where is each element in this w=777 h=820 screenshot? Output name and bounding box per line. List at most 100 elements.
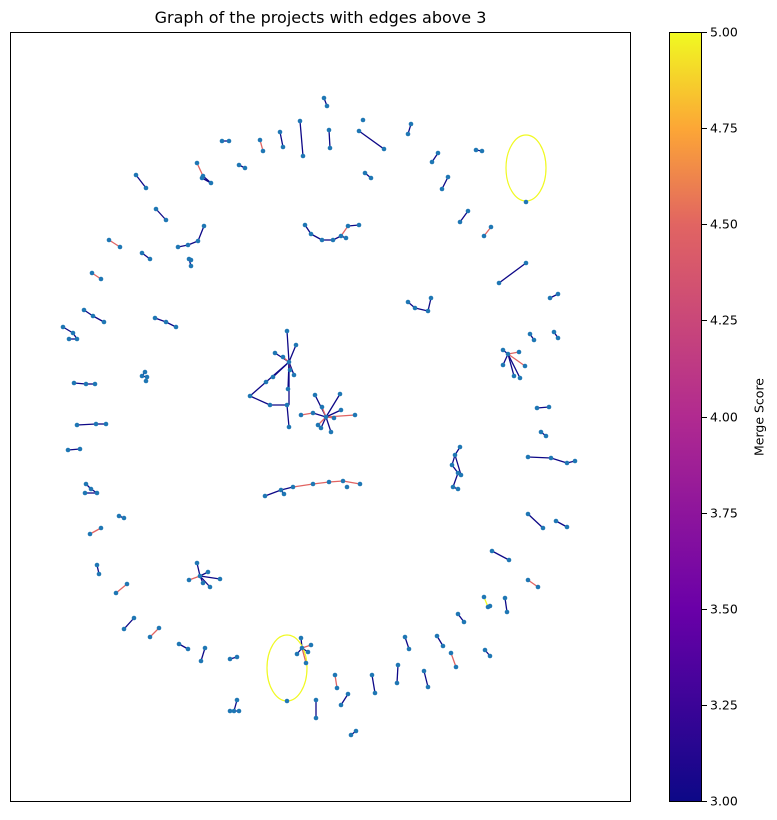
graph-edge [325,416,332,433]
graph-edge [342,480,361,485]
graph-edge [312,481,330,485]
graph-node [226,138,232,144]
graph-node [280,144,286,150]
graph-node [481,233,487,239]
graph-node [263,379,269,385]
graph-node [208,180,214,186]
graph-node [506,557,512,563]
graph-node [381,146,387,152]
graph-node [327,145,333,151]
graph-node [242,165,248,171]
graph-node [277,129,283,135]
graph-node [313,715,319,721]
graph-node [525,577,531,583]
graph-node [236,162,242,168]
graph-node [319,237,325,243]
graph-node [511,373,517,379]
graph-node [344,484,350,490]
graph-node [60,324,66,330]
graph-edge [507,353,515,377]
colorbar-tick-label: 4.75 [710,120,738,136]
graph-node [356,128,362,134]
graph-node [201,223,207,229]
graph-node [96,571,102,577]
graph-node [66,336,72,342]
colorbar-tick-label: 3.25 [710,697,738,713]
graph-edge [452,472,459,488]
graph-node [199,175,205,181]
graph-node [505,351,511,357]
graph-node [473,147,479,153]
graph-node [227,708,233,714]
graph-node [121,515,127,521]
graph-node [428,295,434,301]
graph-node [425,308,431,314]
graph-node [345,223,351,229]
graph-node [343,235,349,241]
graph-node [434,633,440,639]
graph-node [131,615,137,621]
graph-node [489,548,495,554]
graph-self-loop [505,134,547,202]
graph-node [173,324,179,330]
graph-node [262,493,268,499]
graph-node [564,460,570,466]
graph-node [535,584,541,590]
graph-node [142,369,148,375]
graph-node [70,330,76,336]
graph-node [538,429,544,435]
colorbar-tick-label: 4.25 [710,312,738,328]
graph-node [280,354,286,360]
graph-node [291,372,297,378]
graph-node [340,478,346,484]
colorbar [669,32,702,802]
graph-node [286,359,292,365]
graph-edge [423,670,429,688]
graph-node [482,647,488,653]
graph-node [205,569,211,575]
graph-node [360,117,366,123]
graph-node [345,691,351,697]
graph-node [197,573,203,579]
colorbar-tick-label: 4.50 [710,216,738,232]
graph-node [485,604,491,610]
graph-node [368,175,374,181]
graph-node [500,347,506,353]
chart-title: Graph of the projects with edges above 3 [154,8,487,27]
graph-edge [76,423,97,426]
graph-edge [299,120,304,157]
graph-node [338,407,344,413]
graph-node [502,595,508,601]
graph-edge [264,489,282,497]
graph-edge [279,131,284,148]
graph-edge [504,597,508,613]
graph-node [481,594,487,600]
graph-node [217,576,223,582]
graph-edge [199,575,211,588]
colorbar-tick-mark [702,224,707,226]
graph-node [487,653,493,659]
graph-node [312,392,318,398]
colorbar-tick-label: 5.00 [710,24,738,40]
graph-node [457,219,463,225]
graph-node [450,484,456,490]
graph-node [448,650,454,656]
graph-node [425,684,431,690]
graph-node [362,170,368,176]
graph-node [525,454,531,460]
graph-node [113,590,119,596]
graph-node [234,654,240,660]
graph-node [82,490,88,496]
graph-node [525,511,531,517]
graph-node [310,481,316,487]
graph-edge [286,330,290,363]
graph-node [87,531,93,537]
graph-node [548,455,554,461]
graph-node [152,315,158,321]
graph-node [293,342,299,348]
graph-node [90,313,96,319]
graph-node [308,231,314,237]
graph-edge [135,174,147,189]
graph-node [356,222,362,228]
graph-node [299,645,305,651]
